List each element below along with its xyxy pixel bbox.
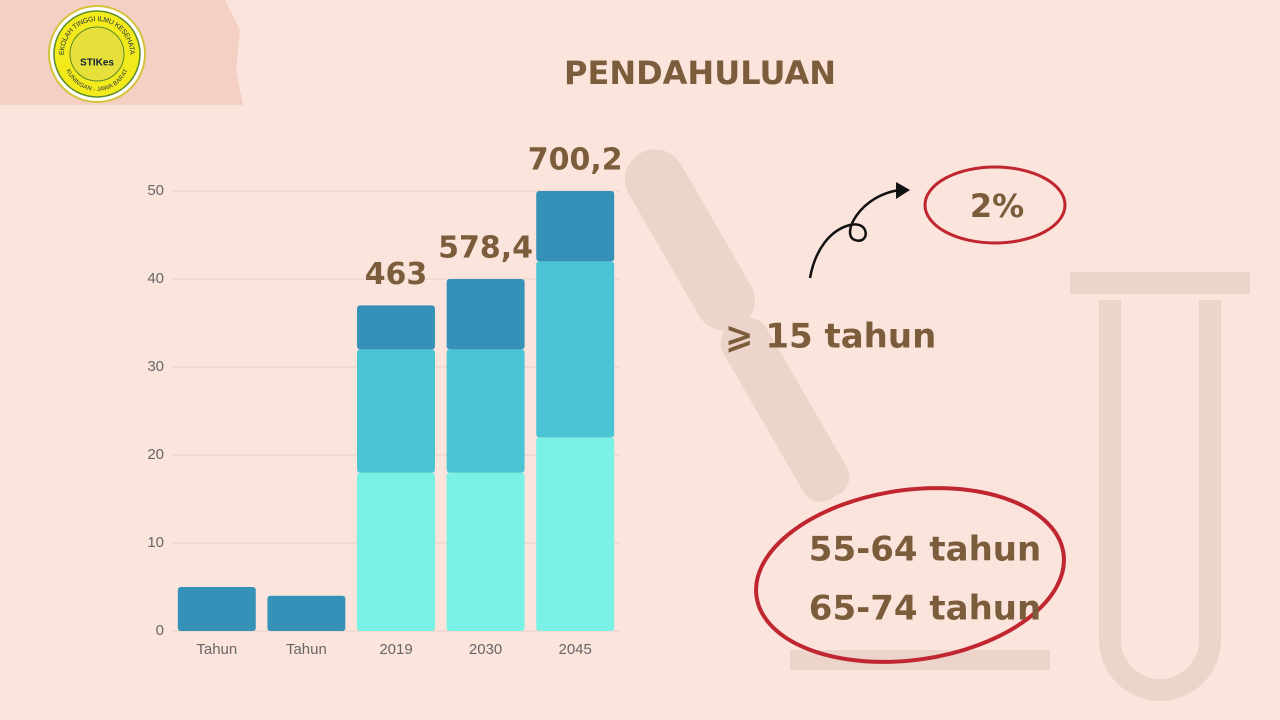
bar-segment [357,305,435,350]
bar-segment [177,587,256,631]
slide-title: PENDAHULUAN [564,54,836,92]
percent: 2% [970,187,1024,225]
logo-name: STIKes [80,58,114,69]
age-range: 65-74 tahun [809,589,1041,629]
bar-segment [357,349,435,473]
circle-percent [923,165,1067,245]
bar-segment [536,191,615,262]
age-min: ⩾ 15 tahun [725,317,936,357]
arrow [808,188,901,279]
bar-segment [536,437,615,631]
bar-segment [267,595,346,631]
y-tick-label: 50 [147,182,164,199]
x-tick-label: 2030 [469,641,502,658]
bar-segment [536,261,615,438]
x-tick-label: 2019 [379,641,412,658]
y-tick-label: 40 [147,270,164,287]
circle-ages [754,486,1066,664]
y-tick-label: 0 [156,622,164,639]
arrow-head [896,182,910,199]
total-label: 578,4 [438,231,533,266]
test-tube [1070,272,1250,701]
x-tick-label: Tahun [196,641,237,658]
x-tick-label: 2045 [559,641,592,658]
y-tick-label: 30 [147,358,164,375]
total-label: 700,2 [528,143,623,178]
pipette [625,149,850,502]
total-label: 463 [365,257,428,292]
bar-segment [446,472,525,631]
bar-segment [446,349,525,473]
y-tick-label: 10 [147,534,164,551]
bar-segment [446,279,525,350]
y-tick-label: 20 [147,446,164,463]
x-tick-label: Tahun [286,641,327,658]
bar-segment [357,472,435,631]
age-range: 55-64 tahun [809,530,1041,570]
